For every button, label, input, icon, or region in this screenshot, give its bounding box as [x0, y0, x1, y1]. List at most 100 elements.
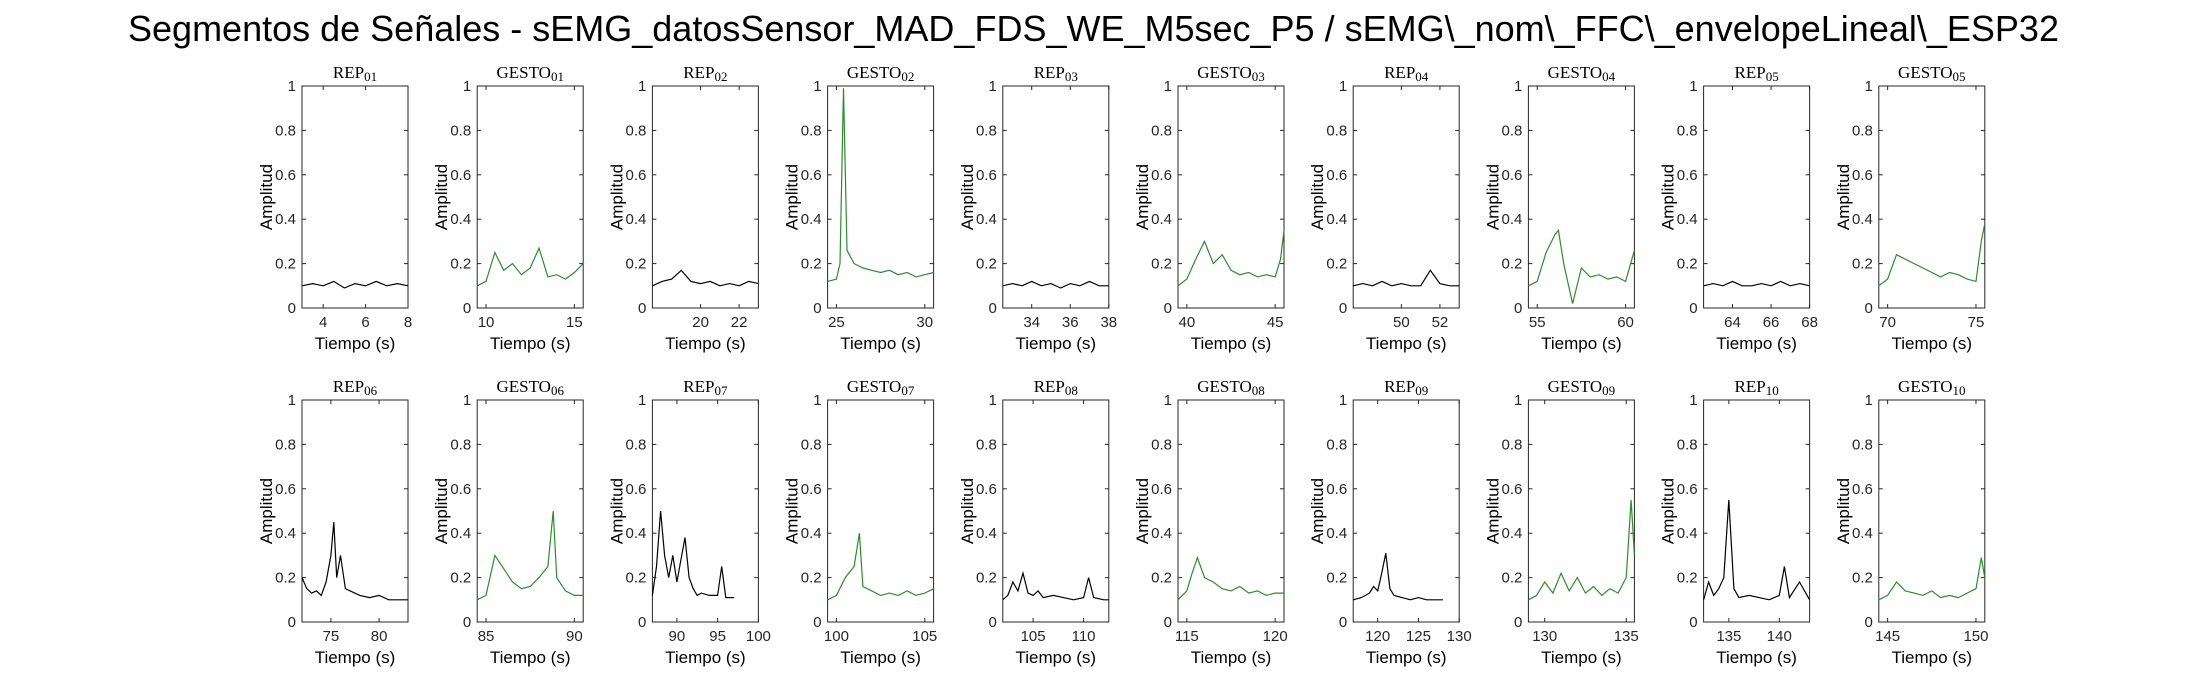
subplot-rep-02: 0 0.2 0.4 0.6 0.8 1 20 22 REP02 Tiempo (s) Amplitu…	[607, 63, 759, 353]
y-tick-label: 0.2	[1852, 256, 1873, 273]
y-tick-label: 0.4	[1677, 211, 1698, 228]
x-tick-label: 145	[1875, 628, 1900, 645]
series-line	[1353, 553, 1443, 601]
y-tick-label: 1	[1339, 78, 1347, 95]
y-tick-label: 1	[988, 392, 996, 409]
x-tick-label: 135	[1614, 628, 1639, 645]
series-line	[652, 269, 759, 287]
y-tick-label: 0.8	[1852, 436, 1873, 453]
plot-area	[1703, 85, 1811, 309]
x-tick-label: 20	[692, 314, 709, 331]
plot-area	[1352, 399, 1460, 623]
y-tick-label: 0.2	[976, 256, 997, 273]
y-tick-label: 0.8	[275, 436, 296, 453]
y-tick-label: 0.4	[1502, 211, 1523, 228]
y-tick-label: 0.4	[1852, 525, 1873, 542]
figure-title: Segmentos de Señales - sEMG_datosSensor_…	[128, 8, 2059, 49]
x-tick-label: 90	[566, 628, 583, 645]
subplot-rep-03: 0 0.2 0.4 0.6 0.8 1 34 36 38 REP03 Tiempo (s) Ampli…	[958, 63, 1117, 353]
y-tick-label: 0.4	[1852, 211, 1873, 228]
y-tick-label: 0	[813, 300, 821, 317]
x-tick-label: 130	[1447, 628, 1472, 645]
y-tick-label: 0	[1339, 614, 1347, 631]
x-tick-label: 22	[731, 314, 748, 331]
y-axis-label: Amplitud	[432, 164, 451, 230]
x-tick-label: 125	[1406, 628, 1431, 645]
y-tick-label: 0.8	[1151, 436, 1172, 453]
subplot-title: GESTO04	[1548, 63, 1616, 84]
y-tick-label: 0.4	[450, 525, 471, 542]
x-tick-label: 90	[669, 628, 686, 645]
y-tick-label: 0.2	[626, 570, 647, 587]
y-tick-label: 0.4	[1151, 211, 1172, 228]
subplot-gesto-10: 0 0.2 0.4 0.6 0.8 1 145 150 GESTO10 Tiempo (s) Amp…	[1834, 377, 1989, 667]
y-axis-label: Amplitud	[783, 478, 802, 544]
y-tick-label: 0.6	[1151, 167, 1172, 184]
y-tick-label: 0.8	[1326, 436, 1347, 453]
plot-area	[827, 399, 935, 623]
y-tick-label: 0.2	[450, 256, 471, 273]
x-tick-label: 115	[1175, 628, 1199, 645]
x-tick-label: 80	[371, 628, 388, 645]
y-tick-label: 0.4	[976, 211, 997, 228]
y-tick-label: 0	[1339, 300, 1347, 317]
y-tick-label: 0.8	[801, 436, 822, 453]
y-tick-label: 0.2	[1502, 570, 1523, 587]
series-line	[476, 246, 584, 287]
x-tick-label: 64	[1724, 314, 1741, 331]
x-axis-label: Tiempo (s)	[840, 648, 921, 667]
subplot-title: REP10	[1735, 377, 1779, 398]
x-tick-label: 120	[1263, 628, 1288, 645]
y-tick-label: 1	[288, 392, 296, 409]
y-tick-label: 0	[288, 300, 296, 317]
y-axis-label: Amplitud	[607, 164, 626, 230]
y-tick-label: 0.2	[450, 570, 471, 587]
y-tick-label: 0.6	[450, 481, 471, 498]
x-tick-label: 70	[1879, 314, 1896, 331]
plot-area	[301, 399, 409, 623]
y-tick-label: 0	[463, 614, 471, 631]
subplot-rep-07: 0 0.2 0.4 0.6 0.8 1 90 95 100 REP07 Tiempo (s) Ampl…	[607, 377, 771, 667]
y-tick-label: 0.8	[275, 122, 296, 139]
y-tick-label: 0.4	[801, 525, 822, 542]
y-axis-label: Amplitud	[958, 478, 977, 544]
y-tick-label: 0.2	[1677, 570, 1698, 587]
series-line	[1002, 280, 1109, 289]
plot-area	[651, 85, 759, 309]
subplot-title: GESTO01	[496, 63, 563, 84]
x-tick-label: 38	[1100, 314, 1117, 331]
x-tick-label: 100	[824, 628, 849, 645]
y-tick-label: 0.6	[275, 481, 296, 498]
y-tick-label: 0.8	[1502, 122, 1523, 139]
x-axis-label: Tiempo (s)	[315, 648, 396, 667]
subplot-title: GESTO10	[1898, 377, 1965, 398]
x-tick-label: 4	[319, 314, 327, 331]
y-tick-label: 0	[638, 300, 646, 317]
plot-area	[1527, 399, 1635, 623]
y-tick-label: 0.2	[1326, 256, 1347, 273]
subplot-title: REP09	[1384, 377, 1428, 398]
subplot-rep-09: 0 0.2 0.4 0.6 0.8 1 120 125 130 REP09 Tiempo (s) Am…	[1308, 377, 1472, 667]
series-line	[1528, 499, 1635, 601]
y-tick-label: 0.4	[1151, 525, 1172, 542]
subplot-title: GESTO08	[1197, 377, 1264, 398]
subplot-title: GESTO06	[496, 377, 564, 398]
y-axis-label: Amplitud	[257, 478, 276, 544]
y-tick-label: 0.4	[626, 211, 647, 228]
y-tick-label: 0.2	[1677, 256, 1698, 273]
y-tick-label: 0.2	[1151, 570, 1172, 587]
y-tick-label: 1	[988, 78, 996, 95]
y-tick-label: 0.2	[801, 570, 822, 587]
x-axis-label: Tiempo (s)	[840, 334, 921, 353]
x-axis-label: Tiempo (s)	[1541, 648, 1622, 667]
y-tick-label: 0.2	[1326, 570, 1347, 587]
series-line	[301, 522, 408, 601]
series-line	[651, 510, 734, 599]
subplot-gesto-01: 0 0.2 0.4 0.6 0.8 1 10 15 GESTO01 Tiempo (s) Ampli…	[432, 63, 584, 353]
y-tick-label: 1	[813, 78, 821, 95]
subplot-rep-10: 0 0.2 0.4 0.6 0.8 1 135 140 REP10 Tiempo (s) Ampli…	[1659, 377, 1811, 667]
x-tick-label: 30	[916, 314, 933, 331]
subplot-gesto-03: 0 0.2 0.4 0.6 0.8 1 40 45 GESTO03 Tiempo (s) Ampli…	[1133, 63, 1285, 353]
x-tick-label: 85	[478, 628, 495, 645]
